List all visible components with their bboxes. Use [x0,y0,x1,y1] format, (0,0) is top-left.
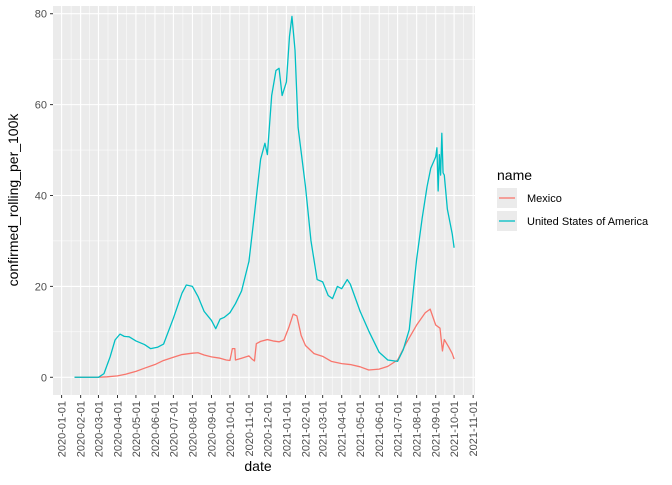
y-tick-label: 80 [35,9,47,21]
x-tick-label: 2020-09-01 [206,401,218,457]
legend-items: Mexico United States of America [497,188,649,231]
x-tick-label: 2020-02-01 [76,401,88,457]
x-tick-label: 2020-01-01 [57,401,69,457]
x-tick-label: 2021-10-01 [449,401,461,457]
legend-label: United States of America [527,216,649,228]
x-tick-label: 2021-08-01 [412,401,424,457]
x-tick-label: 2020-04-01 [112,401,124,457]
y-tick-label: 20 [35,281,47,293]
y-axis: 0 20 40 60 80 [35,9,53,384]
x-tick-label: 2020-03-01 [93,401,105,457]
x-axis: 2020-01-01 2020-02-01 2020-03-01 2020-04-01… [57,395,480,457]
y-tick-label: 40 [35,191,47,203]
grid [53,6,475,395]
legend-label: Mexico [527,193,562,205]
series-line-united-states-of-america [74,15,455,378]
x-tick-label: 2020-12-01 [262,401,274,457]
y-tick-label: 0 [41,372,47,384]
x-tick-label: 2021-01-01 [281,401,293,457]
x-tick-label: 2020-06-01 [150,401,162,457]
x-tick-label: 2021-03-01 [318,401,330,457]
x-axis-title: date [244,458,271,474]
x-tick-label: 2020-05-01 [131,401,143,457]
x-tick-label: 2020-11-01 [244,401,256,456]
y-axis-title: confirmed_rolling_per_100k [5,113,21,287]
plot-panel [53,6,475,395]
x-tick-label: 2021-11-01 [468,401,480,456]
x-tick-label: 2021-06-01 [374,401,386,457]
series-line-mexico [74,308,455,378]
x-tick-label: 2020-10-01 [225,401,237,457]
x-tick-label: 2020-07-01 [168,401,180,457]
legend-title: name [497,167,532,183]
x-tick-label: 2021-04-01 [337,401,349,457]
y-tick-label: 60 [35,100,47,112]
x-tick-label: 2021-02-01 [300,401,312,457]
series-lines [74,15,455,378]
legend: name Mexico United States of America [497,167,649,231]
x-tick-label: 2021-05-01 [355,401,367,457]
x-tick-label: 2020-08-01 [187,401,199,457]
x-tick-label: 2021-09-01 [431,401,443,457]
x-tick-label: 2021-07-01 [393,401,405,457]
